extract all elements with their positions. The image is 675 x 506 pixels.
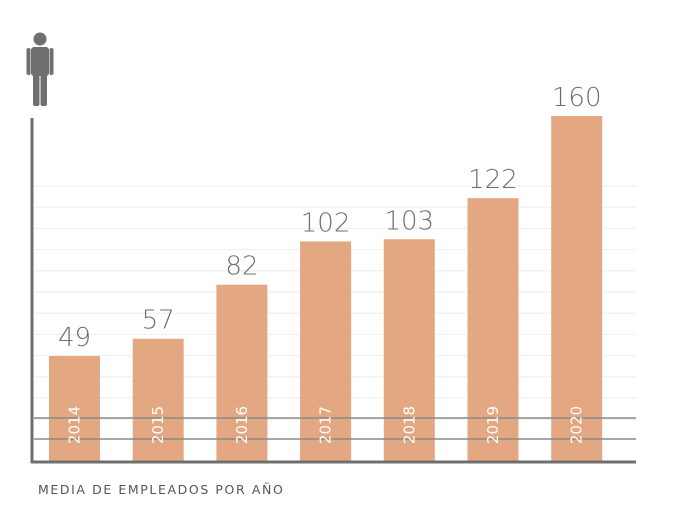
person-icon bbox=[26, 32, 54, 106]
bar-2018 bbox=[383, 239, 435, 462]
strong-gridlines bbox=[34, 417, 636, 440]
bar-2014 bbox=[49, 356, 100, 462]
year-label: 2014 bbox=[66, 406, 84, 444]
value-label: 102 bbox=[301, 208, 351, 238]
value-label: 82 bbox=[225, 252, 258, 282]
x-axis-label: MEDIA DE EMPLEADOS POR AÑO bbox=[38, 482, 285, 497]
year-label: 2018 bbox=[400, 406, 418, 444]
bar-2016 bbox=[216, 284, 268, 462]
bar-2020 bbox=[551, 116, 603, 462]
year-label: 2019 bbox=[484, 406, 502, 444]
value-label: 103 bbox=[384, 206, 434, 236]
year-labels: 2014 2015 2016 2017 2018 2019 2020 bbox=[66, 406, 586, 444]
bar-2015 bbox=[132, 338, 184, 462]
year-label: 2020 bbox=[568, 406, 586, 444]
value-label: 57 bbox=[142, 306, 175, 336]
year-label: 2015 bbox=[149, 406, 167, 444]
value-labels: 49 57 82 102 103 122 160 bbox=[58, 83, 602, 353]
bar-2017 bbox=[300, 241, 352, 462]
year-label: 2017 bbox=[317, 406, 335, 444]
value-label: 122 bbox=[468, 165, 518, 195]
value-label: 49 bbox=[58, 323, 91, 353]
bar-chart: 2014 2015 2016 2017 2018 2019 2020 49 57 82 102 10… bbox=[26, 32, 636, 464]
year-label: 2016 bbox=[233, 406, 251, 444]
value-label: 160 bbox=[552, 83, 602, 113]
